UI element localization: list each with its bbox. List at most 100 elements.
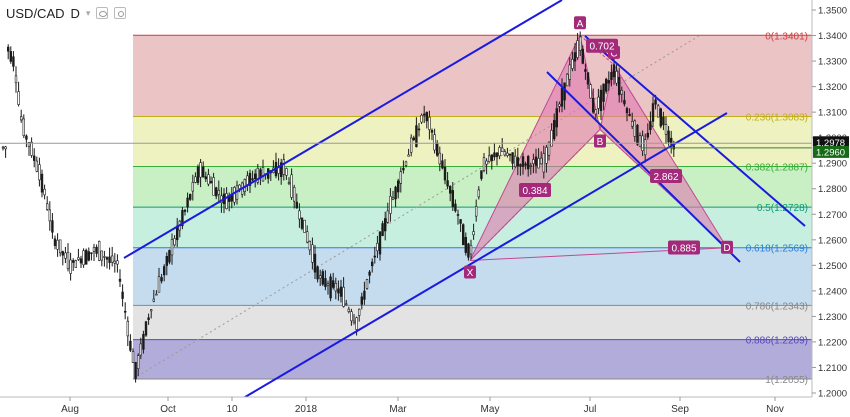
candle-body [300, 217, 304, 229]
candle-body [610, 72, 613, 80]
candle-body [480, 170, 483, 179]
candle-body [552, 120, 556, 140]
candle-body [165, 256, 168, 266]
candle-body [565, 73, 569, 87]
candle-body [547, 142, 551, 156]
time-axis[interactable] [0, 397, 850, 417]
candle-body [152, 298, 155, 302]
candle-body [342, 286, 345, 307]
candle-body [111, 255, 114, 263]
candle-body [303, 219, 306, 233]
candle-body [100, 250, 104, 261]
candle-body [519, 164, 522, 167]
candle-body [503, 151, 506, 156]
candle-body [85, 249, 88, 265]
candle-body [118, 278, 122, 282]
candle-body [35, 160, 39, 172]
candle-body [402, 167, 405, 171]
candle-body [469, 244, 473, 255]
candle-body [524, 163, 527, 166]
candle-body [508, 153, 512, 156]
candle-body [329, 276, 332, 299]
candle-body [6, 46, 10, 52]
candle-body [48, 209, 52, 222]
gear-icon[interactable] [114, 7, 127, 19]
candle-body [124, 310, 127, 313]
candle-body [448, 185, 452, 194]
price-tick-label: 1.2600 [818, 235, 847, 246]
candle-body [160, 277, 163, 282]
candle-body [215, 187, 218, 197]
candle-body [92, 247, 96, 252]
candle-body [615, 70, 618, 84]
candle-body [537, 157, 540, 169]
candle-body [173, 238, 176, 246]
pattern-ratio-label: 0.885 [671, 243, 696, 254]
candle-body [630, 121, 634, 127]
candle-body [599, 89, 603, 112]
candle-body [74, 260, 78, 269]
candle-body [339, 286, 343, 297]
candle-body [40, 173, 44, 193]
candle-body [441, 160, 444, 169]
candle-body [82, 250, 85, 266]
pattern-point-label: A [577, 19, 584, 30]
candle-body [386, 210, 389, 223]
candle-body [261, 167, 265, 182]
candle-body [22, 118, 25, 136]
candle-body [51, 220, 54, 233]
candle-body [360, 296, 363, 305]
time-tick-label: Nov [766, 404, 784, 415]
eye-icon[interactable] [96, 7, 109, 19]
candle-body [506, 152, 509, 156]
candle-body [591, 97, 595, 113]
candle-body [248, 172, 252, 186]
fib-level-label: 0.786(1.2343) [746, 301, 808, 312]
pattern-point-label: X [467, 268, 474, 279]
price-tick-label: 1.2800 [818, 184, 847, 195]
chevron-down-icon[interactable]: ▾ [85, 7, 91, 18]
candle-body [95, 246, 98, 254]
candle-body [485, 160, 488, 165]
candle-body [189, 194, 192, 200]
candle-body [550, 130, 553, 147]
candle-body [420, 114, 423, 123]
price-tick-label: 1.3100 [818, 108, 847, 119]
candle-body [430, 130, 434, 133]
candle-body [513, 155, 517, 167]
candle-body [662, 116, 665, 126]
fib-level-label: 1(1.2055) [765, 375, 808, 386]
candle-body [381, 223, 384, 236]
candle-body [474, 206, 478, 217]
candle-body [58, 239, 62, 254]
candle-body [321, 271, 324, 285]
candle-body [472, 231, 475, 236]
candle-body [121, 291, 124, 299]
candle-body [290, 174, 293, 198]
candle-body [61, 251, 65, 256]
candle-body [72, 260, 75, 263]
price-tick-label: 1.3500 [818, 6, 847, 17]
candle-body [667, 130, 670, 143]
candle-body [654, 99, 657, 105]
fib-level-label: 0(1.3401) [765, 31, 808, 42]
candle-body [604, 78, 608, 92]
candle-body [17, 91, 20, 105]
candle-body [103, 256, 106, 258]
candle-body [139, 343, 142, 356]
pattern-ratio-badge [650, 168, 682, 183]
candle-body [378, 231, 382, 255]
price-axis[interactable] [812, 0, 850, 417]
candle-body [498, 147, 501, 157]
price-tick-label: 1.2900 [818, 159, 847, 170]
fib-level-label: 0.618(1.2569) [746, 244, 808, 255]
candle-body [573, 52, 577, 62]
candle-body [352, 320, 356, 324]
candle-body [194, 176, 197, 183]
candle-body [155, 293, 158, 296]
candle-body [417, 128, 421, 131]
fib-trend-line [132, 34, 701, 380]
time-tick-label: May [481, 404, 500, 415]
